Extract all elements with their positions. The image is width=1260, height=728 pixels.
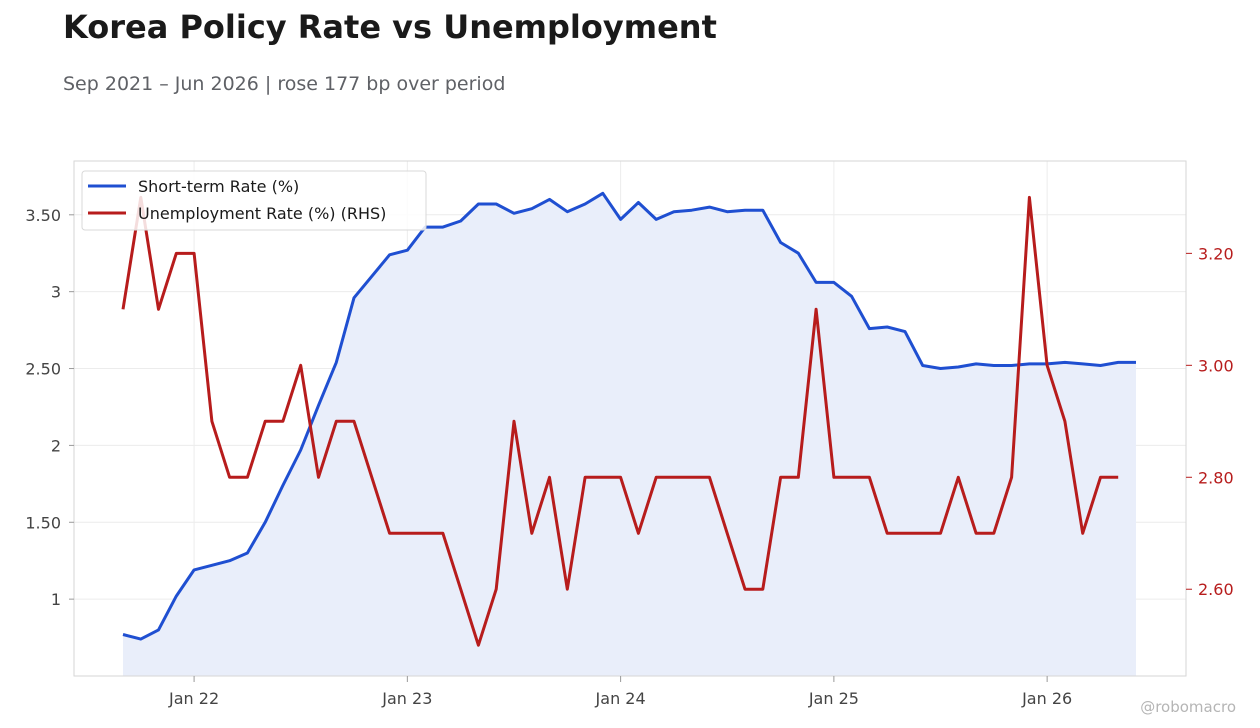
y-left-tick-label: 1.50 <box>25 513 61 532</box>
y-right-tick-label: 2.60 <box>1198 580 1234 599</box>
watermark: @robomacro <box>1140 698 1236 716</box>
plot-frame <box>73 160 1187 677</box>
axis-ticks: 1 1.50 2 2.50 3 3.50 2.60 2.80 3.00 3.20 Jan 22 Jan… <box>25 206 1233 708</box>
y-left-tick-label: 2 <box>51 436 61 455</box>
y-right-tick-label: 3.20 <box>1198 244 1234 263</box>
y-left-tick-label: 1 <box>51 590 61 609</box>
series-line-1 <box>121 195 1119 647</box>
y-right-tick-label: 2.80 <box>1198 468 1234 487</box>
y-right-tick-label: 3.00 <box>1198 356 1234 375</box>
x-tick-label: Jan 23 <box>381 689 432 708</box>
chart-subtitle: Sep 2021 – Jun 2026 | rose 177 bp over p… <box>63 73 506 95</box>
x-tick-label: Jan 25 <box>808 689 859 708</box>
x-tick-label: Jan 26 <box>1021 689 1072 708</box>
legend-box <box>81 170 427 231</box>
y-left-tick-label: 3 <box>51 283 61 302</box>
legend-label-0: Short-term Rate (%) <box>138 177 299 196</box>
y-left-tick-label: 2.50 <box>25 360 61 379</box>
area-layer <box>123 193 1136 677</box>
chart-title: Korea Policy Rate vs Unemployment <box>63 8 717 46</box>
x-tick-label: Jan 22 <box>168 689 219 708</box>
series-lines <box>121 191 1136 647</box>
x-tick-label: Jan 24 <box>595 689 646 708</box>
legend: Short-term Rate (%) Unemployment Rate (%)… <box>81 170 427 231</box>
legend-label-1: Unemployment Rate (%) (RHS) <box>138 204 386 223</box>
series-area-0 <box>123 193 1136 677</box>
series-line-0 <box>122 191 1136 641</box>
y-left-tick-label: 3.50 <box>25 206 61 225</box>
